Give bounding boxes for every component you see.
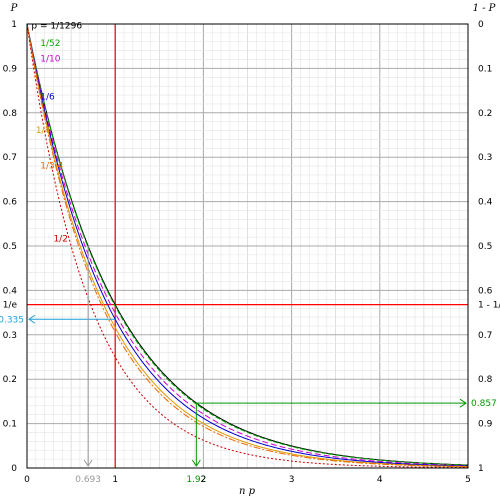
y-tick-label-right: 1 [478, 464, 484, 474]
y-tick-label-left: 0.8 [3, 109, 18, 119]
y-tick-label-left: 0.9 [3, 64, 18, 74]
arrow-head [83, 459, 93, 467]
series-line [26, 23, 469, 466]
reference-label-right: 1 - 1/e [478, 301, 500, 311]
arrow-head [459, 398, 467, 408]
x-tick-label: 5 [465, 475, 471, 485]
reference-lines [27, 24, 468, 468]
tick-labels: 0 1 2 3 4 5 0 0.1 0.2 0.3 0.4 0.5 0.6 0.7 0.8 0.9 1 1 0.9 0… [3, 20, 500, 485]
y-axis-title-left: P [10, 3, 18, 14]
y-tick-label-right: 0.2 [478, 109, 492, 119]
plot-frame [26, 23, 469, 469]
series-label: p = 1/1296 [31, 21, 82, 31]
series-line [26, 23, 469, 469]
y-tick-label-left: 1 [11, 20, 17, 30]
x-tick-label: 4 [377, 475, 383, 485]
y-tick-label-right: 0.5 [478, 242, 492, 252]
series-label: 1/3.4 [40, 161, 63, 171]
series-label: 1/6 [40, 92, 55, 102]
x-tick-label: 1 [112, 475, 118, 485]
series-label: 1/10 [40, 55, 60, 65]
arrow-head [191, 459, 201, 467]
series-label: 1/4 [36, 126, 51, 136]
y-tick-label-left: 0.2 [3, 375, 17, 385]
series-label: 1/2 [53, 235, 67, 245]
series-line [26, 23, 469, 467]
annotation-label: 0.335 [0, 315, 24, 325]
y-tick-label-left: 0.6 [3, 198, 18, 208]
y-tick-label-right: 0.4 [478, 198, 493, 208]
annotation-label: 0.857 [471, 399, 497, 409]
y-tick-label-right: 0 [478, 20, 484, 30]
y-tick-label-right: 0.6 [478, 286, 493, 296]
arrow-head [28, 314, 36, 324]
y-tick-label-left: 0.5 [3, 242, 17, 252]
y-tick-label-right: 0.1 [478, 64, 492, 74]
reference-label-left: 1/e [3, 301, 18, 311]
series-line [26, 23, 469, 468]
y-tick-label-left: 0.4 [3, 286, 18, 296]
annotation-label: 1.92 [186, 475, 206, 485]
series-labels: p = 1/1296 1/52 1/10 1/6 1/4 1/3.4 1/2 [31, 21, 82, 244]
series-line [26, 23, 469, 468]
y-axis-title-right: 1 - P [473, 3, 496, 14]
y-tick-label-left: 0.1 [3, 420, 17, 430]
y-tick-label-right: 0.3 [478, 153, 492, 163]
y-tick-label-right: 0.8 [478, 375, 493, 385]
y-tick-label-right: 0.7 [478, 331, 492, 341]
y-tick-label-left: 0.7 [3, 153, 17, 163]
y-tick-label-right: 0.9 [478, 420, 493, 430]
series-label: 1/52 [40, 39, 60, 49]
series-curves [26, 23, 469, 469]
series-line [26, 23, 469, 467]
x-tick-label: 3 [289, 475, 295, 485]
grid [26, 23, 469, 469]
x-tick-label: 2 [201, 475, 207, 485]
x-tick-label: 0 [24, 475, 30, 485]
annotation-label: 0.693 [75, 475, 101, 485]
y-tick-label-left: 0 [11, 464, 17, 474]
y-tick-label-left: 0.3 [3, 331, 17, 341]
x-axis-title: n p [239, 486, 256, 497]
